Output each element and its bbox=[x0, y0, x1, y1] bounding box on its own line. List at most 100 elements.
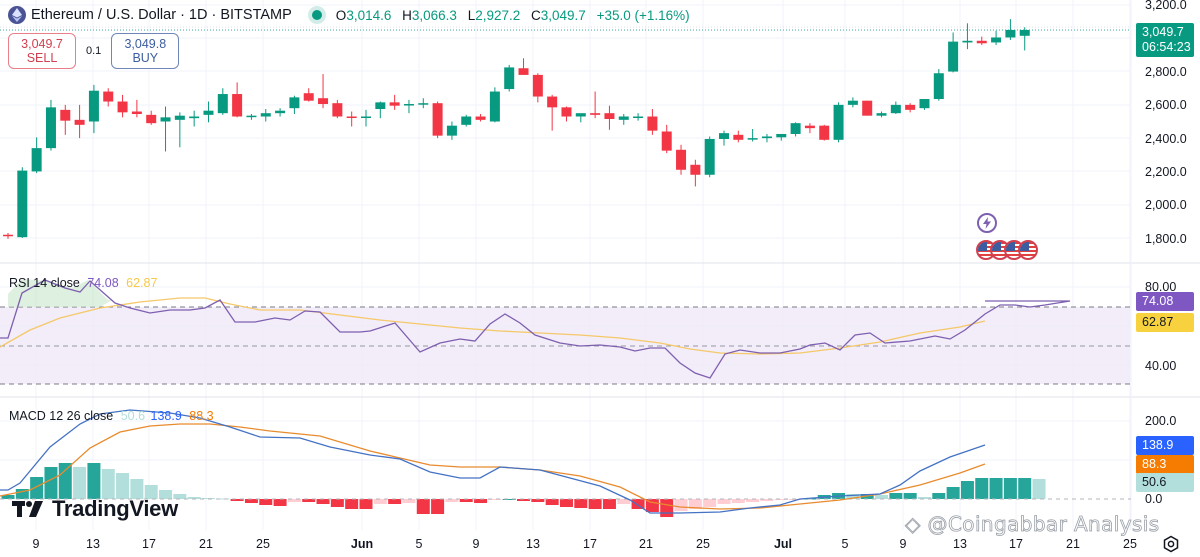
candle bbox=[919, 99, 930, 110]
sell-price: 3,049.7 bbox=[21, 37, 63, 51]
sell-button[interactable]: 3,049.7 SELL bbox=[8, 33, 76, 69]
macd-histogram-bar bbox=[846, 494, 860, 499]
close-label: C bbox=[531, 7, 541, 23]
histogram-value-badge: 50.6 bbox=[1136, 473, 1194, 492]
close-value: 3,049.7 bbox=[540, 7, 586, 23]
macd-histogram-bar bbox=[216, 498, 230, 500]
rsi-ma-line bbox=[0, 297, 986, 355]
candle bbox=[346, 111, 357, 127]
candle bbox=[561, 106, 572, 122]
macd-histogram-bar bbox=[474, 499, 488, 503]
macd-histogram-bar bbox=[517, 499, 531, 501]
time-tick: 5 bbox=[841, 537, 849, 551]
candle bbox=[876, 111, 887, 118]
candle bbox=[504, 64, 515, 92]
candle bbox=[332, 99, 343, 119]
rsi-title: RSI 14 close bbox=[9, 276, 80, 290]
macd-histogram-bar bbox=[1018, 478, 1032, 499]
candle bbox=[847, 97, 858, 108]
macd-histogram-bar bbox=[989, 478, 1003, 499]
rsi-series bbox=[0, 279, 1071, 379]
price-tick: 2,600.0 bbox=[1145, 98, 1187, 112]
candle bbox=[547, 94, 558, 131]
candle bbox=[733, 130, 744, 143]
macd-histogram-bar bbox=[703, 499, 717, 507]
settings-gear-icon[interactable] bbox=[1162, 535, 1180, 553]
low-value: 2,927.2 bbox=[475, 7, 521, 23]
rsi-legend[interactable]: RSI 14 close 74.08 62.87 bbox=[9, 276, 157, 290]
macd-histogram-bar bbox=[746, 499, 760, 502]
time-tick: 21 bbox=[639, 537, 653, 551]
candle bbox=[389, 94, 400, 110]
lightning-event-icon[interactable] bbox=[977, 213, 997, 233]
watermark-text: @Coingabbar Analysis bbox=[927, 512, 1160, 537]
candle bbox=[790, 122, 801, 137]
macd-histogram-bar bbox=[660, 499, 674, 517]
candle bbox=[862, 100, 873, 116]
change-value: +35.0 (+1.16%) bbox=[596, 7, 690, 23]
macd-histogram-bar bbox=[559, 499, 573, 507]
tradingview-logo[interactable]: TradingView bbox=[12, 496, 178, 522]
time-tick: 5 bbox=[415, 537, 423, 551]
macd-histogram-bar bbox=[30, 477, 44, 499]
rsi-ma-badge: 62.87 bbox=[1136, 313, 1194, 332]
macd-histogram-bar bbox=[187, 497, 201, 499]
low-label: L bbox=[467, 7, 476, 23]
time-tick: 9 bbox=[899, 537, 907, 551]
candle bbox=[432, 101, 443, 139]
rsi-value-badge: 74.08 bbox=[1136, 292, 1194, 311]
ethereum-icon bbox=[8, 6, 26, 24]
time-tick: 13 bbox=[526, 537, 540, 551]
macd-histogram-bar bbox=[359, 499, 373, 509]
macd-histogram-bar bbox=[259, 499, 273, 505]
time-tick: Jul bbox=[773, 537, 793, 551]
macd-histogram-bar bbox=[73, 467, 87, 499]
us-flag-event-icon[interactable] bbox=[1018, 240, 1038, 260]
macd-histogram-bar bbox=[244, 499, 258, 503]
macd-histogram-bar bbox=[345, 499, 359, 509]
macd-histogram-bar bbox=[431, 499, 445, 514]
candle bbox=[590, 91, 601, 119]
candle bbox=[289, 95, 300, 115]
macd-histogram-bar bbox=[760, 499, 774, 501]
candle bbox=[647, 109, 658, 135]
macd-histogram-bar bbox=[975, 478, 989, 499]
candle bbox=[131, 99, 142, 118]
macd-histogram-bar bbox=[932, 493, 946, 499]
macd-histogram-bar bbox=[574, 499, 588, 508]
candle bbox=[3, 233, 13, 239]
candle bbox=[303, 88, 314, 102]
signal-legend-value: 88.3 bbox=[189, 409, 214, 423]
candle bbox=[719, 130, 729, 146]
macd-histogram-bar bbox=[373, 499, 387, 504]
buy-button[interactable]: 3,049.8 BUY bbox=[111, 33, 180, 69]
macd-histogram-bar bbox=[674, 499, 688, 511]
time-tick: 21 bbox=[1066, 537, 1080, 551]
macd-histogram-bar bbox=[316, 499, 330, 504]
candle bbox=[88, 84, 99, 134]
candle bbox=[575, 113, 586, 123]
macd-histogram-bar bbox=[602, 499, 616, 509]
candle bbox=[1019, 27, 1030, 51]
candle bbox=[819, 124, 830, 141]
macd-histogram-bar bbox=[116, 473, 130, 499]
macd-legend[interactable]: MACD 12 26 close 50.6 138.9 88.3 bbox=[9, 409, 214, 423]
macd-value-badge: 138.9 bbox=[1136, 436, 1194, 455]
symbol-title[interactable]: Ethereum / U.S. Dollar · 1D · BITSTAMP bbox=[31, 7, 292, 23]
candle bbox=[633, 113, 644, 121]
tradingview-logo-text: TradingView bbox=[52, 496, 178, 521]
candle bbox=[103, 88, 114, 107]
candle bbox=[446, 121, 457, 140]
candle bbox=[804, 123, 815, 134]
candle bbox=[776, 133, 787, 141]
candle bbox=[17, 167, 28, 238]
time-tick: 9 bbox=[472, 537, 480, 551]
macd-histogram-bar bbox=[230, 499, 244, 501]
candle bbox=[661, 124, 672, 154]
symbol-header[interactable]: Ethereum / U.S. Dollar · 1D · BITSTAMP O… bbox=[8, 4, 697, 26]
candle bbox=[761, 133, 772, 143]
time-tick: 13 bbox=[953, 537, 967, 551]
time-tick: 17 bbox=[142, 537, 156, 551]
watermark: ◇ @Coingabbar Analysis bbox=[905, 512, 1160, 537]
